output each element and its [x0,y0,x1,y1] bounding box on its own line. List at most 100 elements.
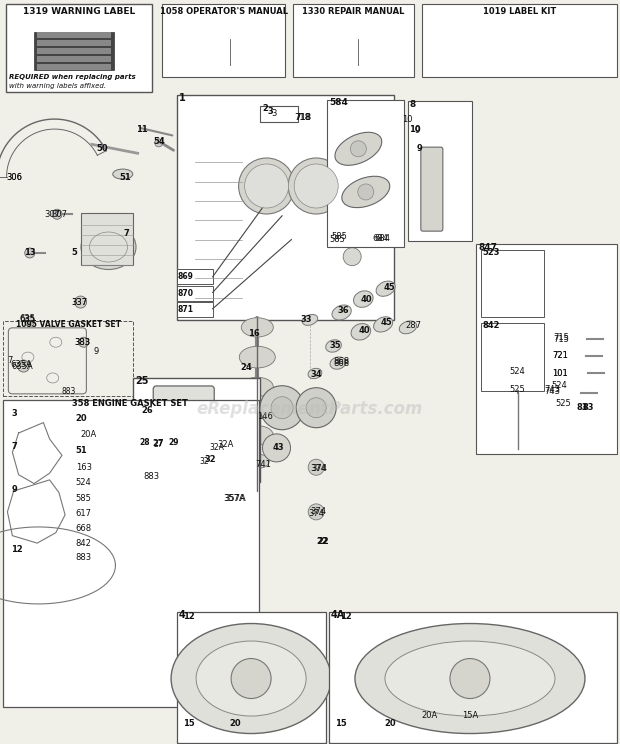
Bar [138,440,166,482]
Text: 15: 15 [183,719,195,728]
Text: 33: 33 [301,315,312,324]
Circle shape [578,390,584,396]
Text: 15A: 15A [462,711,478,720]
Text: 28: 28 [140,438,150,447]
Bar [260,106,298,122]
Text: 7: 7 [7,356,13,365]
Text: 847: 847 [478,243,497,251]
Text: 101: 101 [552,369,567,378]
Ellipse shape [241,426,273,445]
Circle shape [182,720,192,731]
Circle shape [543,366,556,378]
Circle shape [356,199,376,218]
Text: 1: 1 [179,93,185,103]
Text: 585: 585 [332,232,348,241]
Ellipse shape [342,176,390,208]
Text: 1095 VALVE GASKET SET: 1095 VALVE GASKET SET [16,320,121,329]
Circle shape [98,427,110,439]
Text: 741: 741 [255,460,272,469]
Circle shape [260,385,304,430]
Text: 718: 718 [295,113,311,122]
Text: 40: 40 [358,326,370,335]
Text: 27: 27 [153,440,163,449]
Text: 525: 525 [555,399,570,408]
FancyArrowPatch shape [179,451,242,474]
Text: 32: 32 [205,455,216,464]
Text: 337: 337 [71,298,87,307]
Text: 51: 51 [76,446,87,455]
Text: 358 ENGINE GASKET SET: 358 ENGINE GASKET SET [73,399,188,408]
Bar [480,250,544,317]
Text: 32A: 32A [210,443,224,452]
Text: 20A: 20A [422,711,438,720]
Ellipse shape [171,623,331,734]
Text: 26: 26 [141,406,153,415]
Bar [6,4,152,92]
Circle shape [25,316,35,327]
Ellipse shape [355,623,585,734]
Text: 9: 9 [417,144,422,153]
Ellipse shape [241,377,273,397]
Text: 7: 7 [11,442,17,451]
Circle shape [343,248,361,266]
Text: 743: 743 [544,385,560,394]
Bar [422,4,617,77]
Text: REQUIRED when replacing parts: REQUIRED when replacing parts [9,74,135,80]
Ellipse shape [503,273,532,289]
Text: 54: 54 [154,137,166,146]
Text: 635A: 635A [10,360,32,369]
Text: 337: 337 [71,298,87,307]
Text: 25: 25 [135,376,149,386]
Text: 11: 11 [136,125,148,134]
Text: 101: 101 [552,369,567,378]
Ellipse shape [494,266,542,296]
Ellipse shape [399,321,417,334]
FancyBboxPatch shape [210,37,250,67]
Bar [81,213,133,265]
Circle shape [228,720,237,731]
Text: 32: 32 [200,457,210,466]
Ellipse shape [592,403,611,413]
Text: 1019 LABEL KIT: 1019 LABEL KIT [483,7,556,16]
Circle shape [98,487,110,498]
Circle shape [245,164,288,208]
Circle shape [98,516,110,528]
Text: 307: 307 [45,210,61,219]
Text: 307: 307 [51,210,67,219]
Text: 524: 524 [76,478,91,487]
Text: 383: 383 [74,338,91,347]
FancyBboxPatch shape [153,386,215,442]
Text: 20A: 20A [81,430,97,439]
Ellipse shape [196,641,306,716]
Text: 83: 83 [583,403,595,412]
Circle shape [98,412,110,424]
Text: 51: 51 [120,173,131,182]
Text: 842: 842 [76,539,92,548]
Text: 584: 584 [329,98,348,107]
Text: 883: 883 [76,554,92,562]
Text: 287: 287 [405,321,422,330]
Text: 635: 635 [20,314,36,323]
Text: 1330 REPAIR MANUAL: 1330 REPAIR MANUAL [302,7,405,16]
Circle shape [174,464,184,474]
Text: 718: 718 [295,113,311,122]
Text: 24: 24 [241,363,252,372]
Circle shape [239,158,294,214]
Circle shape [543,396,556,408]
Ellipse shape [173,392,228,411]
Text: 34: 34 [310,371,322,379]
Ellipse shape [376,281,395,296]
Text: 2: 2 [262,104,268,113]
Text: 12: 12 [183,612,195,620]
Text: 721: 721 [552,351,568,360]
Text: 20: 20 [384,719,396,728]
Circle shape [155,139,162,147]
Circle shape [583,353,589,359]
Text: 374: 374 [311,464,327,473]
Text: 35: 35 [330,341,342,350]
Text: 1319 WARNING LABEL: 1319 WARNING LABEL [23,7,136,16]
Text: 635A: 635A [11,362,33,371]
Text: 10: 10 [402,115,412,124]
Bar [177,302,213,317]
Bar [3,321,133,396]
